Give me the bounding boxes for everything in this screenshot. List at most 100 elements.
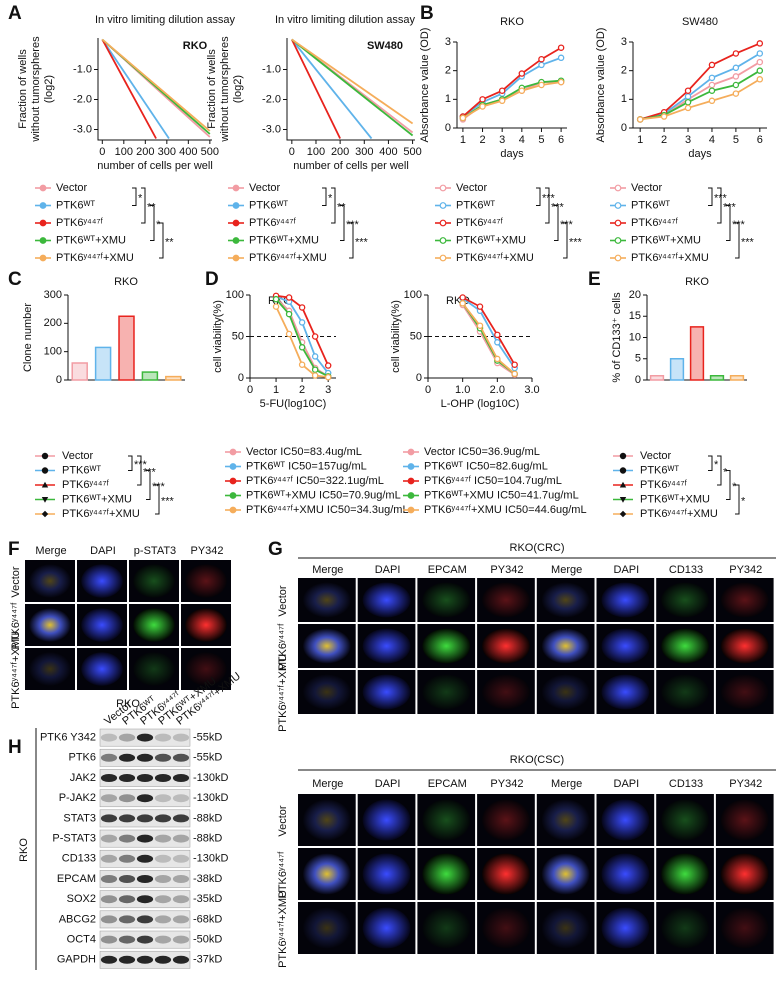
cell-stain <box>362 853 411 895</box>
legend-marker <box>232 237 240 244</box>
annotation: SW480 <box>367 40 403 52</box>
x-tick-label: 6 <box>558 134 564 146</box>
blot-band <box>136 794 154 803</box>
y-tick-label: 3 <box>445 36 451 48</box>
y-tick-label: 0 <box>621 122 627 134</box>
data-point <box>285 310 293 318</box>
series-line <box>462 297 516 369</box>
legend-label: PTK6ᵂᵀ <box>249 199 288 211</box>
protein-label: SOX2 <box>67 893 96 905</box>
significance-label: * <box>732 481 737 493</box>
size-label: -130kD <box>193 792 229 804</box>
x-tick-label: 0 <box>247 384 253 396</box>
x-axis-label: L-OHP (log10C) <box>441 398 520 410</box>
size-label: -88kD <box>193 812 222 824</box>
blot-band <box>136 915 154 924</box>
x-tick-label: 1 <box>460 134 466 146</box>
y-tick-label: -1.0 <box>73 63 92 75</box>
data-point <box>732 81 740 89</box>
bar <box>165 375 182 381</box>
data-point <box>557 78 565 86</box>
data-point <box>732 50 740 57</box>
legend-label: PTK6ʸ⁴⁴⁷ᶠ <box>56 217 103 229</box>
y-tick-label: 50 <box>410 330 422 342</box>
cell-stain <box>133 608 175 642</box>
x-tick-label: 100 <box>115 146 133 158</box>
column-label: Merge <box>551 778 582 790</box>
significance-label: *** <box>741 236 755 248</box>
legend-marker <box>39 184 47 192</box>
legend-label: PTK6ᵂᵀ <box>456 199 495 211</box>
blot-band <box>172 774 190 782</box>
legend-label: PTK6ᵂᵀ <box>631 199 670 211</box>
blot-band <box>118 955 136 964</box>
cell-stain <box>541 628 590 664</box>
blot-band <box>154 915 172 924</box>
row-label: Vector <box>277 805 289 837</box>
row-label: PTK6ʸ⁴⁴⁷ᶠ <box>277 623 289 670</box>
data-point <box>298 361 306 368</box>
cell-stain <box>720 628 769 664</box>
legend-marker <box>407 463 415 470</box>
data-point <box>732 90 740 97</box>
column-label: DAPI <box>90 545 116 557</box>
x-tick-label: 6 <box>757 134 763 146</box>
x-tick-label: 100 <box>307 146 325 158</box>
column-label: EPCAM <box>428 564 467 576</box>
blot-band <box>100 794 118 803</box>
bar <box>118 315 135 381</box>
axis-line <box>286 38 415 141</box>
blot-band <box>118 875 136 883</box>
data-point <box>298 304 306 311</box>
legend-label: PTK6ᵂᵀ+XMU <box>640 493 710 505</box>
legend-label: PTK6ʸ⁴⁴⁷ᶠ <box>456 217 503 229</box>
cell-stain <box>601 907 650 949</box>
y-axis-label: Absorbance value (OD) <box>419 28 431 143</box>
size-label: -130kD <box>193 853 229 865</box>
significance-label: * <box>328 193 333 205</box>
legend-label: Vector <box>456 182 488 194</box>
blot-band <box>118 774 136 782</box>
x-tick-label: 400 <box>179 146 197 158</box>
column-label: DAPI <box>614 778 640 790</box>
blot-band <box>100 834 118 843</box>
legend-label: PTK6ᵂᵀ+XMU <box>631 234 701 246</box>
legend-label: PTK6ʸ⁴⁴⁷ᶠ IC50=322.1ug/mL <box>246 475 384 487</box>
y-tick-label: 100 <box>44 346 62 358</box>
cell-stain <box>661 799 709 841</box>
significance-bracket <box>150 205 155 241</box>
size-label: -55kD <box>193 752 222 764</box>
cell-stain <box>541 799 590 841</box>
row-label: Vector <box>277 585 289 617</box>
x-tick-label: 3 <box>499 134 505 146</box>
bar <box>709 375 725 381</box>
series-line <box>461 302 516 375</box>
blot-band <box>172 733 190 742</box>
data-point <box>684 98 692 106</box>
blot-band <box>118 814 136 823</box>
x-tick-label: 200 <box>331 146 349 158</box>
row-label: PTK6ʸ⁴⁴⁷ᶠ <box>277 851 289 898</box>
y-tick-label: 200 <box>44 317 62 329</box>
legend-label: PTK6ᵂᵀ IC50=157ug/mL <box>246 460 367 472</box>
cell-stain <box>29 608 71 642</box>
legend-marker <box>439 237 447 244</box>
x-axis-label: 5-FU(log10C) <box>260 398 327 410</box>
size-label: -50kD <box>193 934 222 946</box>
blot-band <box>154 814 172 823</box>
x-tick-label: 4 <box>519 134 525 146</box>
blot-band <box>118 915 136 924</box>
series-line <box>640 69 761 121</box>
data-point <box>756 76 764 83</box>
column-label: p-STAT3 <box>134 545 176 557</box>
x-tick-label: 1 <box>273 384 279 396</box>
series-line <box>462 81 562 119</box>
series-line <box>291 38 414 137</box>
cell-stain <box>302 907 351 949</box>
cell-stain <box>482 674 530 710</box>
series-line <box>639 52 761 121</box>
data-point <box>476 303 484 310</box>
cell-stain <box>661 628 709 664</box>
blot-band <box>154 834 172 843</box>
